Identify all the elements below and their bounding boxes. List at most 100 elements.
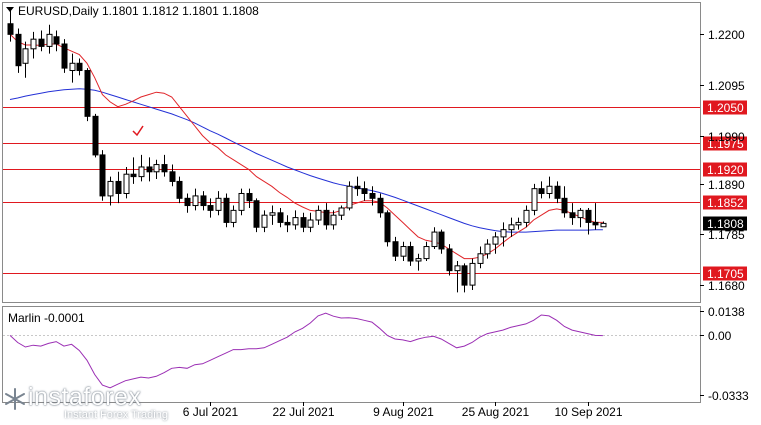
candle (161, 154, 168, 177)
candle (46, 24, 53, 54)
price-tick-label: 1.2095 (708, 79, 745, 93)
candle-body (246, 192, 253, 202)
checkmark-icon (132, 125, 144, 137)
candle (523, 205, 530, 228)
candle-body (161, 164, 168, 173)
candle (354, 176, 361, 196)
candle-body (400, 246, 407, 257)
candle-body (207, 205, 214, 211)
main-panel-frame (2, 2, 701, 303)
candle-body (554, 185, 561, 199)
candle-body (577, 209, 584, 219)
candle-body (538, 188, 545, 194)
candle (200, 191, 207, 211)
price-tick-label: 1.1680 (708, 279, 745, 293)
candle (99, 150, 106, 201)
candle-body (561, 197, 568, 214)
candle-body (469, 262, 476, 286)
oscillator-line (9, 312, 603, 389)
candle-body (300, 217, 307, 228)
oscillator-tick-label: 0.00 (708, 329, 732, 343)
date-tick-label: 25 Aug 2021 (462, 405, 530, 419)
candle-body (323, 209, 330, 226)
candle-body (361, 188, 368, 194)
candle (300, 212, 307, 233)
candle-body (200, 195, 207, 207)
candle (84, 68, 91, 122)
candle (392, 236, 399, 262)
candle-body (184, 197, 191, 207)
candle-body (146, 166, 153, 173)
candle-body (192, 195, 199, 207)
candle-body (130, 173, 137, 178)
candle (238, 188, 245, 216)
candle-body (477, 253, 484, 264)
candle-body (431, 231, 438, 248)
candle (577, 207, 584, 228)
candle-body (508, 224, 515, 231)
oscillator-axis: 0.0138 0.00 -0.0333 (700, 305, 749, 403)
candle-body (7, 23, 14, 35)
candle (407, 241, 414, 266)
candle-body (407, 246, 414, 262)
candle-body (438, 231, 445, 250)
price-tick-label: 1.1890 (708, 178, 745, 192)
candle-body (384, 212, 391, 243)
candle-body (22, 48, 29, 64)
candle-body (269, 212, 276, 216)
level-price-label: 1.2050 (707, 101, 744, 115)
candle-body (515, 221, 522, 226)
candle (423, 241, 430, 262)
candle (192, 188, 199, 211)
candle (22, 41, 29, 78)
indicator-panel-frame (2, 306, 701, 403)
candle (61, 39, 68, 73)
candle (223, 193, 230, 228)
candle (531, 183, 538, 216)
candle (215, 191, 222, 216)
candle-body (107, 180, 114, 197)
price-axis: 1.2050 1.1975 1.1920 1.1852 1.1705 1.2200 1.20… (700, 28, 747, 293)
oscillator-tick-label: -0.0333 (708, 389, 749, 403)
level-price-tag (703, 195, 747, 210)
candle (184, 193, 191, 213)
current-price-tag (703, 216, 747, 231)
ma-fast-line (9, 33, 603, 260)
candle-body (492, 236, 499, 245)
candle (515, 217, 522, 230)
candle-body (123, 173, 130, 194)
candle (315, 205, 322, 225)
candle-body (38, 38, 45, 47)
candle (123, 166, 130, 199)
candle (323, 203, 330, 230)
candle (585, 207, 592, 235)
level-price-tag (703, 136, 747, 151)
candle-body (330, 214, 337, 226)
candle-body (92, 115, 99, 156)
candle (76, 58, 83, 76)
candle-body (53, 36, 60, 45)
candle (292, 210, 299, 230)
candle (153, 159, 160, 180)
level-price-tag (703, 162, 747, 177)
candle (361, 181, 368, 201)
level-price-label: 1.1920 (707, 163, 744, 177)
date-tick-label: 22 Jul 2021 (272, 405, 334, 419)
candle-body (223, 197, 230, 223)
candle (115, 171, 122, 204)
candle-body (99, 154, 106, 197)
candle-body (253, 200, 260, 228)
candle-body (484, 243, 491, 255)
candle (69, 53, 76, 83)
level-price-tag (703, 100, 747, 115)
candle (538, 181, 545, 199)
candlesticks (7, 7, 607, 293)
candle (269, 205, 276, 225)
price-tick-label: 1.2200 (708, 28, 745, 42)
candle-body (261, 214, 268, 228)
candle-body (169, 171, 176, 182)
level-price-label: 1.1975 (707, 137, 744, 151)
candle-body (592, 221, 599, 226)
candle-body (230, 209, 237, 223)
